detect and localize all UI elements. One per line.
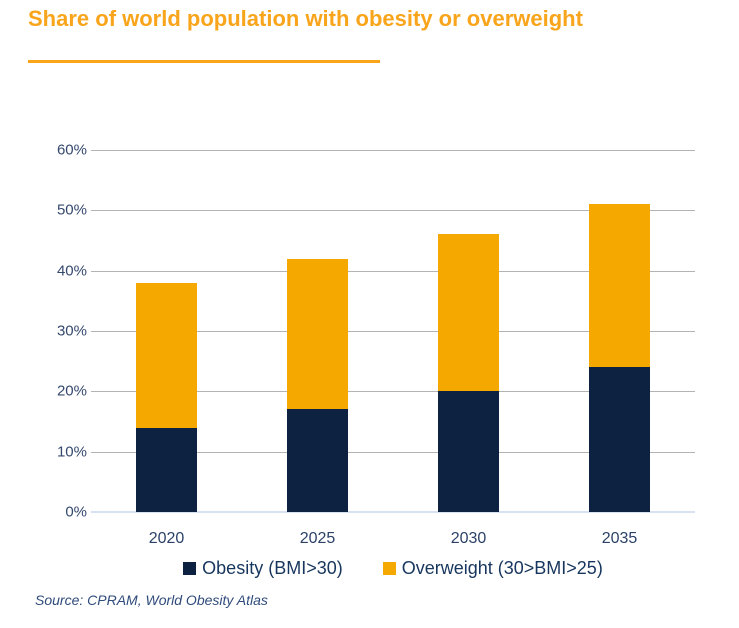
bar-group-2025 xyxy=(287,150,348,512)
title-underline xyxy=(28,60,380,63)
x-axis-tick-label: 2030 xyxy=(450,530,487,547)
gridline xyxy=(91,150,695,151)
x-axis-tick-label: 2035 xyxy=(601,530,638,547)
source-note: Source: CPRAM, World Obesity Atlas xyxy=(35,592,268,608)
x-axis: 2020 2025 2030 2035 xyxy=(91,530,695,550)
y-axis-tick-label: 50% xyxy=(56,201,87,219)
bar-group-2035 xyxy=(589,150,650,512)
legend-item-overweight: Overweight (30>BMI>25) xyxy=(382,557,603,579)
legend-swatch-overweight xyxy=(382,561,396,575)
y-axis-tick-label: 60% xyxy=(56,141,87,159)
y-axis-tick-label: 30% xyxy=(56,322,87,340)
legend-item-obesity: Obesity (BMI>30) xyxy=(183,558,343,579)
bar-group-2020 xyxy=(136,150,197,512)
y-axis-tick-label: 20% xyxy=(56,382,87,400)
page-title: Share of world population with obesity o… xyxy=(28,6,583,31)
legend-swatch-obesity xyxy=(183,561,197,575)
x-axis-baseline xyxy=(91,511,695,513)
gridline xyxy=(91,210,695,212)
legend-label-obesity: Obesity (BMI>30) xyxy=(202,557,343,578)
y-axis-tick-label: 40% xyxy=(56,262,87,280)
bar-segment-obesity-2020 xyxy=(136,427,197,512)
legend: Obesity (BMI>30) Overweight (30>BMI>25) xyxy=(91,556,695,580)
y-axis-tick-label: 10% xyxy=(56,443,87,461)
y-axis: 0% 10% 20% 30% 40% 50% 60% xyxy=(0,142,87,521)
bar-segment-obesity-2025 xyxy=(287,409,348,512)
gridline xyxy=(91,391,695,393)
bar-segment-obesity-2030 xyxy=(438,391,499,512)
bar-segment-overweight-2035 xyxy=(589,204,650,368)
bar-segment-overweight-2020 xyxy=(136,282,197,428)
plot-area xyxy=(91,150,695,513)
gridline xyxy=(91,451,695,453)
gridline xyxy=(91,270,695,272)
gridline xyxy=(91,331,695,332)
bar-group-2030 xyxy=(438,150,499,512)
bar-segment-obesity-2035 xyxy=(589,367,650,512)
bar-segment-overweight-2025 xyxy=(287,258,348,410)
x-axis-tick-label: 2025 xyxy=(299,530,336,547)
x-axis-tick-label: 2020 xyxy=(148,530,185,547)
legend-label-overweight: Overweight (30>BMI>25) xyxy=(401,557,603,578)
bar-segment-overweight-2030 xyxy=(438,234,499,392)
y-axis-tick-label: 0% xyxy=(65,503,87,521)
